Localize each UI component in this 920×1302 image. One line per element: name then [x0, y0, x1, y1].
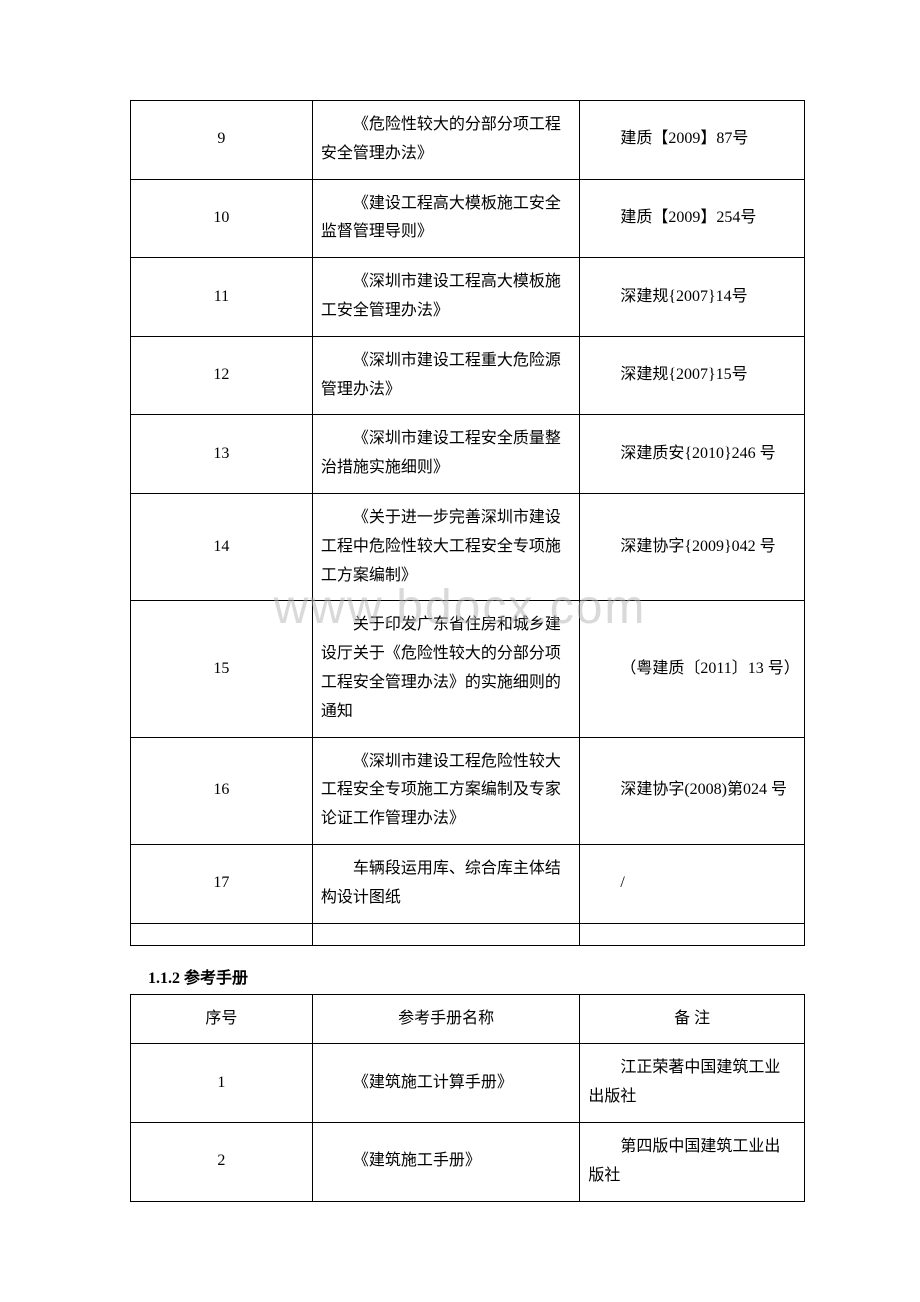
- row-name: 《深圳市建设工程安全质量整治措施实施细则》: [312, 415, 579, 494]
- row-note: 建质【2009】254号: [580, 179, 805, 258]
- row-number: 9: [131, 101, 313, 180]
- table-row: 15 关于印发广东省住房和城乡建设厅关于《危险性较大的分部分项工程安全管理办法》…: [131, 601, 805, 737]
- row-number: 1: [131, 1044, 313, 1123]
- row-name: 《建筑施工计算手册》: [312, 1044, 579, 1123]
- row-number: 15: [131, 601, 313, 737]
- header-note: 备 注: [580, 994, 805, 1044]
- row-number: 14: [131, 493, 313, 600]
- table-row: 14 《关于进一步完善深圳市建设工程中危险性较大工程安全专项施工方案编制》 深建…: [131, 493, 805, 600]
- table-row: 16 《深圳市建设工程危险性较大工程安全专项施工方案编制及专家论证工作管理办法》…: [131, 737, 805, 844]
- table-row: 12 《深圳市建设工程重大危险源管理办法》 深建规{2007}15号: [131, 336, 805, 415]
- row-name: 《危险性较大的分部分项工程安全管理办法》: [312, 101, 579, 180]
- table-row: 9 《危险性较大的分部分项工程安全管理办法》 建质【2009】87号: [131, 101, 805, 180]
- row-number: 12: [131, 336, 313, 415]
- row-number: 13: [131, 415, 313, 494]
- section-title: 1.1.2 参考手册: [130, 964, 805, 988]
- row-name: 关于印发广东省住房和城乡建设厅关于《危险性较大的分部分项工程安全管理办法》的实施…: [312, 601, 579, 737]
- row-number: 2: [131, 1122, 313, 1201]
- header-number: 序号: [131, 994, 313, 1044]
- row-name: 《关于进一步完善深圳市建设工程中危险性较大工程安全专项施工方案编制》: [312, 493, 579, 600]
- row-number: 17: [131, 844, 313, 923]
- row-name: 《建筑施工手册》: [312, 1122, 579, 1201]
- table-row: 10 《建设工程高大模板施工安全监督管理导则》 建质【2009】254号: [131, 179, 805, 258]
- row-note: 深建协字{2009}042 号: [580, 493, 805, 600]
- table-empty-row: [131, 923, 805, 945]
- row-note: /: [580, 844, 805, 923]
- regulations-table: 9 《危险性较大的分部分项工程安全管理办法》 建质【2009】87号 10 《建…: [130, 100, 805, 946]
- row-note: 建质【2009】87号: [580, 101, 805, 180]
- row-number: 11: [131, 258, 313, 337]
- table-row: 2 《建筑施工手册》 第四版中国建筑工业出版社: [131, 1122, 805, 1201]
- row-name: 《深圳市建设工程重大危险源管理办法》: [312, 336, 579, 415]
- table-row: 1 《建筑施工计算手册》 江正荣著中国建筑工业出版社: [131, 1044, 805, 1123]
- row-note: 深建规{2007}15号: [580, 336, 805, 415]
- row-note: 深建规{2007}14号: [580, 258, 805, 337]
- header-name: 参考手册名称: [312, 994, 579, 1044]
- row-note: （粤建质〔2011〕13 号）: [580, 601, 805, 737]
- row-name: 车辆段运用库、综合库主体结构设计图纸: [312, 844, 579, 923]
- table-header-row: 序号 参考手册名称 备 注: [131, 994, 805, 1044]
- row-note: 深建质安{2010}246 号: [580, 415, 805, 494]
- row-note: 江正荣著中国建筑工业出版社: [580, 1044, 805, 1123]
- row-number: 16: [131, 737, 313, 844]
- row-name: 《深圳市建设工程危险性较大工程安全专项施工方案编制及专家论证工作管理办法》: [312, 737, 579, 844]
- table-row: 17 车辆段运用库、综合库主体结构设计图纸 /: [131, 844, 805, 923]
- table-row: 11 《深圳市建设工程高大模板施工安全管理办法》 深建规{2007}14号: [131, 258, 805, 337]
- row-note: 深建协字(2008)第024 号: [580, 737, 805, 844]
- references-table: 序号 参考手册名称 备 注 1 《建筑施工计算手册》 江正荣著中国建筑工业出版社…: [130, 994, 805, 1202]
- table-row: 13 《深圳市建设工程安全质量整治措施实施细则》 深建质安{2010}246 号: [131, 415, 805, 494]
- row-note: 第四版中国建筑工业出版社: [580, 1122, 805, 1201]
- row-number: 10: [131, 179, 313, 258]
- row-name: 《建设工程高大模板施工安全监督管理导则》: [312, 179, 579, 258]
- row-name: 《深圳市建设工程高大模板施工安全管理办法》: [312, 258, 579, 337]
